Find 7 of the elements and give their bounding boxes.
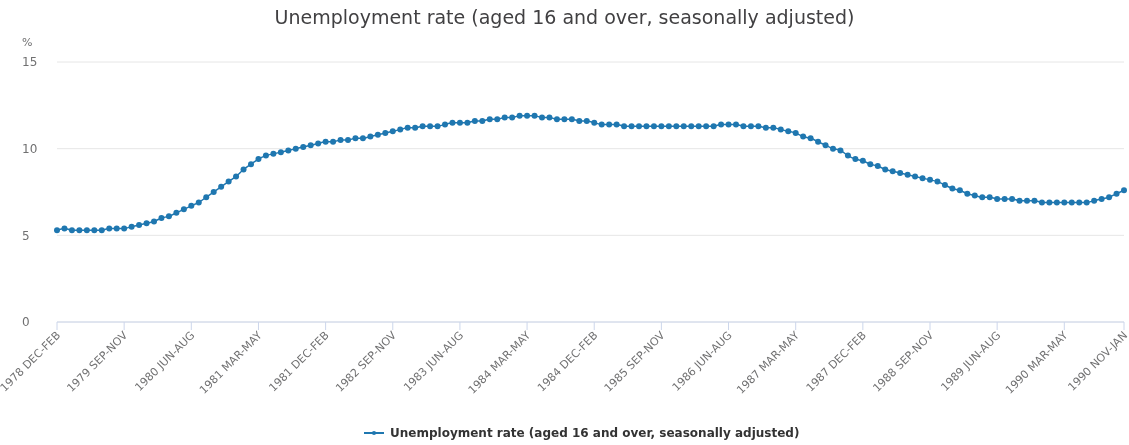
y-axis-title: % bbox=[22, 36, 33, 49]
legend-label: Unemployment rate (aged 16 and over, seasonally adjusted) bbox=[390, 426, 800, 440]
chart-title: Unemployment rate (aged 16 and over, seasonally adjusted) bbox=[274, 6, 855, 28]
y-tick-label: 0 bbox=[22, 315, 30, 330]
y-tick-label: 15 bbox=[22, 55, 38, 70]
y-tick-label: 5 bbox=[22, 228, 30, 243]
y-tick-label: 10 bbox=[22, 141, 38, 156]
